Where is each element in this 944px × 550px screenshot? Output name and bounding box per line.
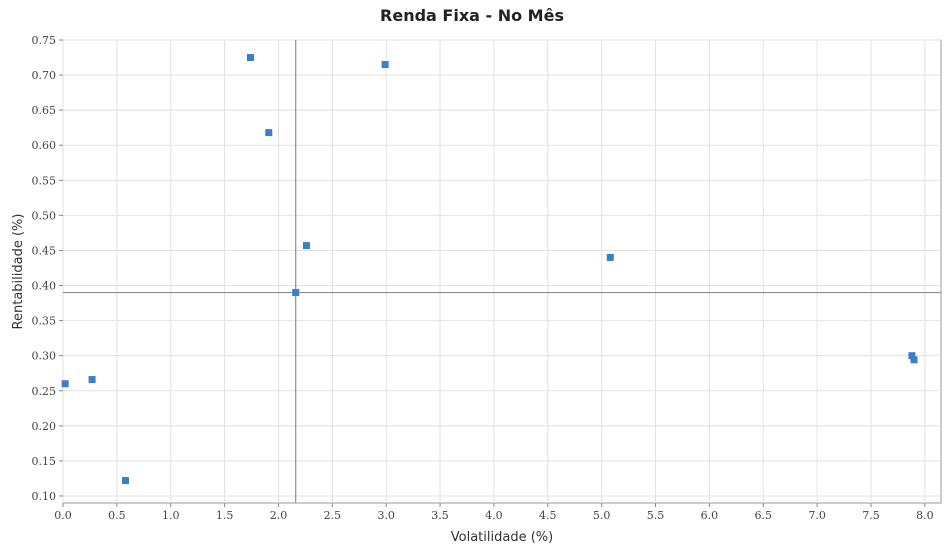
y-tick-label: 0.15 bbox=[32, 455, 57, 468]
y-tick-label: 0.25 bbox=[32, 385, 57, 398]
y-tick-label: 0.35 bbox=[32, 315, 57, 328]
data-point bbox=[246, 54, 254, 62]
x-tick-label: 2.5 bbox=[324, 509, 342, 522]
data-point bbox=[292, 289, 300, 297]
x-tick-label: 6.0 bbox=[701, 509, 719, 522]
y-tick-label: 0.75 bbox=[32, 34, 57, 47]
x-tick-label: 8.0 bbox=[916, 509, 934, 522]
data-point bbox=[88, 376, 96, 384]
y-tick-label: 0.30 bbox=[32, 350, 57, 363]
x-tick-label: 0.5 bbox=[108, 509, 126, 522]
data-points bbox=[61, 54, 918, 485]
data-point bbox=[381, 61, 389, 69]
x-tick-label: 4.5 bbox=[539, 509, 557, 522]
x-tick-label: 0.0 bbox=[54, 509, 72, 522]
x-tick-label: 6.5 bbox=[754, 509, 772, 522]
x-tick-label: 7.5 bbox=[862, 509, 880, 522]
data-point bbox=[908, 352, 916, 360]
x-tick-label: 7.0 bbox=[808, 509, 826, 522]
axis-ticks: 0.0 0.5 1.0 1.5 2.0 2.5 3.0 3.5 4.0 4.5 5.0 5.5 6.0 6… bbox=[32, 34, 934, 522]
x-tick-label: 5.5 bbox=[647, 509, 665, 522]
y-tick-label: 0.60 bbox=[32, 139, 57, 152]
y-tick-label: 0.65 bbox=[32, 104, 57, 117]
plot-area bbox=[62, 39, 942, 504]
y-axis-title: Rentabilidade (%) bbox=[11, 214, 26, 330]
y-tick-label: 0.55 bbox=[32, 174, 57, 187]
x-tick-label: 4.0 bbox=[485, 509, 503, 522]
grid bbox=[62, 39, 941, 503]
data-point bbox=[910, 356, 918, 364]
reference-lines bbox=[63, 40, 941, 503]
chart-title: Renda Fixa - No Mês bbox=[380, 6, 564, 25]
data-point bbox=[606, 253, 614, 261]
data-point bbox=[61, 380, 69, 388]
x-tick-label: 1.0 bbox=[162, 509, 180, 522]
y-tick-label: 0.50 bbox=[32, 209, 57, 222]
x-axis-title: Volatilidade (%) bbox=[451, 530, 553, 545]
x-tick-label: 5.0 bbox=[593, 509, 611, 522]
y-tick-label: 0.20 bbox=[32, 420, 57, 433]
data-point bbox=[265, 129, 273, 137]
x-tick-label: 3.0 bbox=[377, 509, 395, 522]
data-point bbox=[302, 242, 310, 250]
y-tick-label: 0.45 bbox=[32, 244, 57, 257]
x-tick-label: 2.0 bbox=[270, 509, 288, 522]
y-tick-label: 0.10 bbox=[32, 490, 57, 503]
y-tick-label: 0.40 bbox=[32, 280, 57, 293]
x-tick-label: 3.5 bbox=[431, 509, 449, 522]
y-tick-label: 0.70 bbox=[32, 69, 57, 82]
x-tick-label: 1.5 bbox=[216, 509, 234, 522]
data-point bbox=[121, 477, 129, 485]
